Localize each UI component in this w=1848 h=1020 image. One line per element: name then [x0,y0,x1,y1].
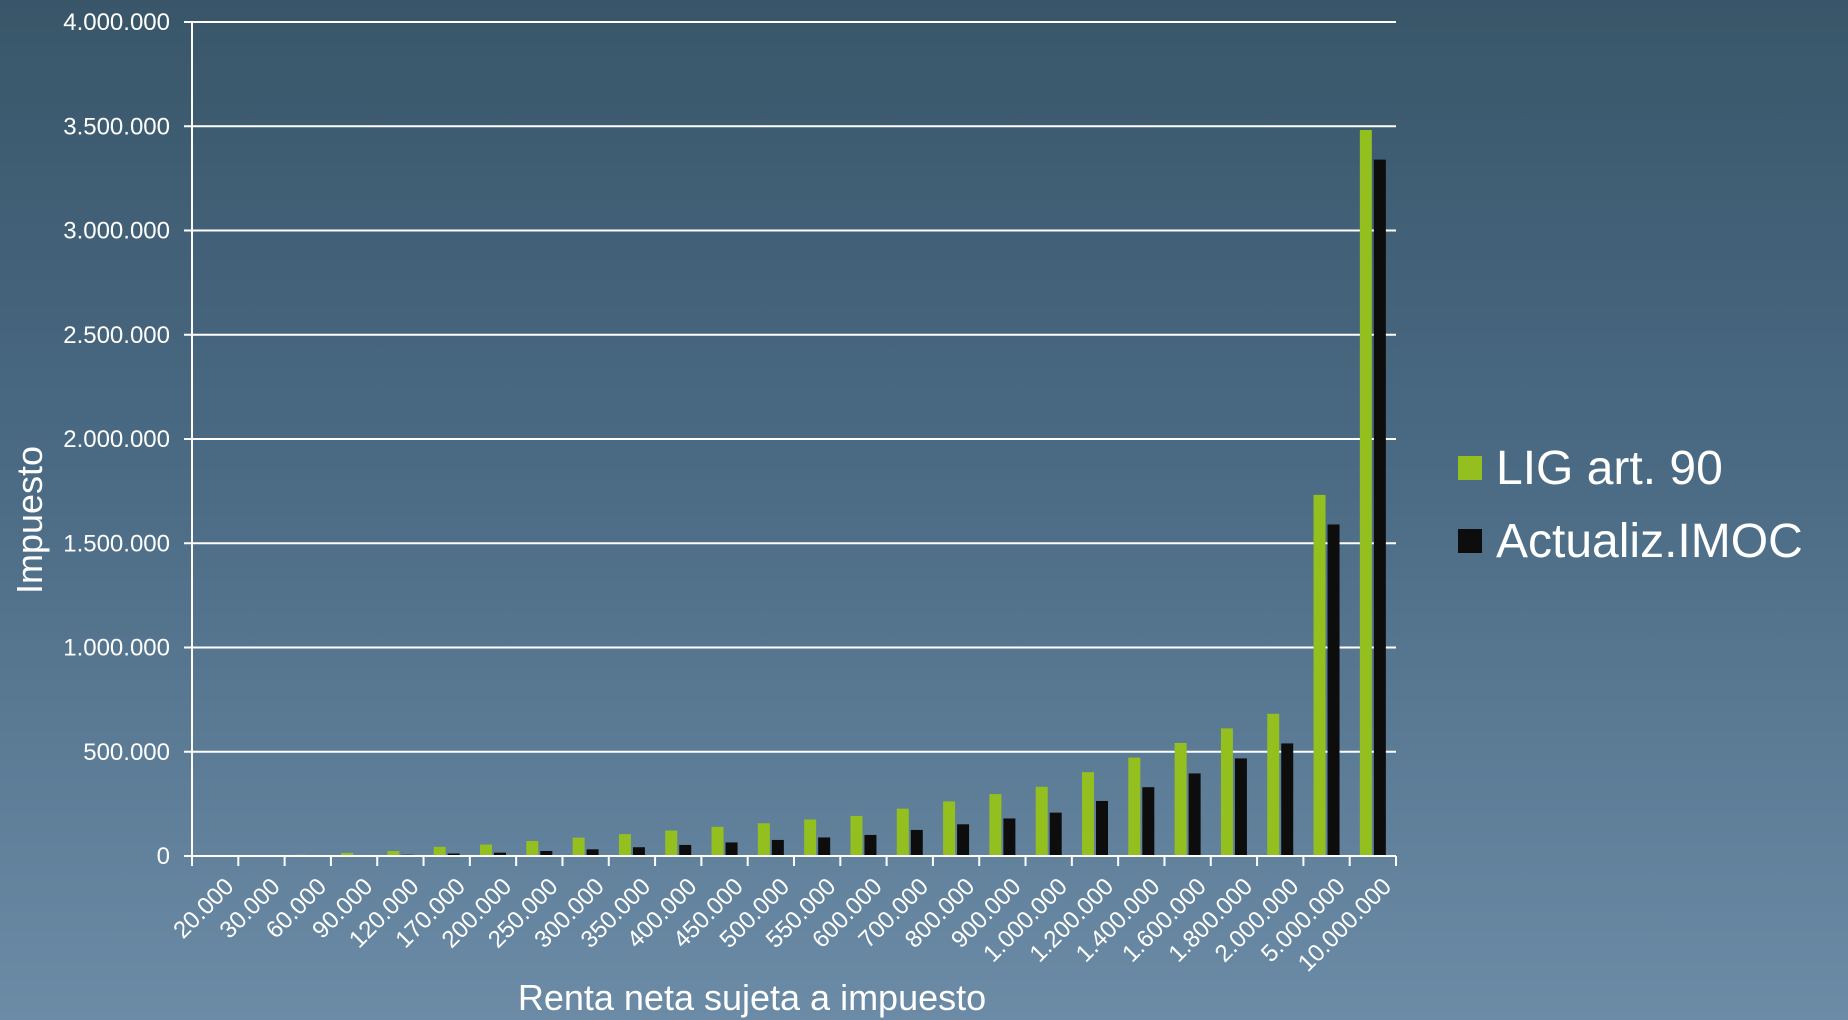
y-tick-label: 1.500.000 [63,530,170,557]
gridlines [192,21,1396,753]
y-tick-label: 4.000.000 [63,9,170,36]
bar-lig [943,801,956,856]
bar-imoc [1188,773,1201,856]
bar-imoc [1281,743,1294,856]
bar-imoc [725,842,738,856]
x-axis: 20.00030.00060.00090.000120.000170.00020… [168,855,1397,977]
legend-label-lig: LIG art. 90 [1496,442,1723,495]
bar-imoc [957,824,970,856]
bar-lig [341,852,354,856]
bar-lig [526,840,539,856]
bar-lig [480,844,492,856]
bar-lig [989,794,1002,856]
bar-imoc [1142,787,1155,856]
bar-lig [711,826,724,856]
bar-lig [1359,130,1372,857]
y-axis-title: Impuesto [9,446,50,594]
legend-swatch-lig [1458,456,1482,480]
bar-imoc [1096,800,1108,856]
bar-imoc [910,829,923,856]
bar-lig [804,819,817,856]
bar-imoc [818,837,831,856]
bar-lig [1128,757,1141,856]
bar-lig [387,850,400,856]
y-tick-label: 3.500.000 [63,113,170,140]
bar-lig [1035,786,1048,856]
y-tick-label: 1.000.000 [63,635,170,662]
bar-imoc [586,849,599,856]
bar-imoc [1003,818,1016,856]
bar-lig [757,823,770,856]
bar-lig [665,830,678,856]
y-tick-label: 2.500.000 [63,322,170,349]
bar-imoc [771,839,784,856]
bar-imoc [1049,812,1062,856]
bar-imoc [864,834,877,856]
bars [202,130,1386,857]
y-tick-label: 2.000.000 [63,426,170,453]
bar-imoc [540,850,553,856]
x-axis-title: Renta neta sujeta a impuesto [518,977,986,1018]
legend-label-imoc: Actualiz.IMOC [1496,515,1803,568]
bar-lig [1267,713,1280,856]
bar-lig [572,837,585,856]
bar-imoc [1327,524,1340,856]
bar-lig [1174,742,1187,856]
bar-imoc [1234,758,1247,856]
y-tick-label: 500.000 [83,739,170,766]
bar-imoc [1373,159,1386,857]
y-tick-label: 0 [157,843,170,870]
bar-imoc [679,844,692,856]
bar-lig [618,834,631,856]
bar-lig [433,846,446,856]
bar-lig [1313,494,1326,856]
bar-lig [850,815,863,856]
bar-imoc [632,847,645,856]
bar-lig [896,808,909,856]
bar-lig [1220,728,1233,856]
bar-imoc [494,852,506,856]
y-tick-label: 3.000.000 [63,218,170,245]
legend-swatch-imoc [1458,529,1482,553]
bar-imoc [447,853,460,856]
legend: LIG art. 90 Actualiz.IMOC [1458,442,1803,568]
y-axis: 0 500.000 1.000.000 1.500.000 2.000.000 2.500… [63,9,193,870]
bar-lig [1082,772,1094,856]
